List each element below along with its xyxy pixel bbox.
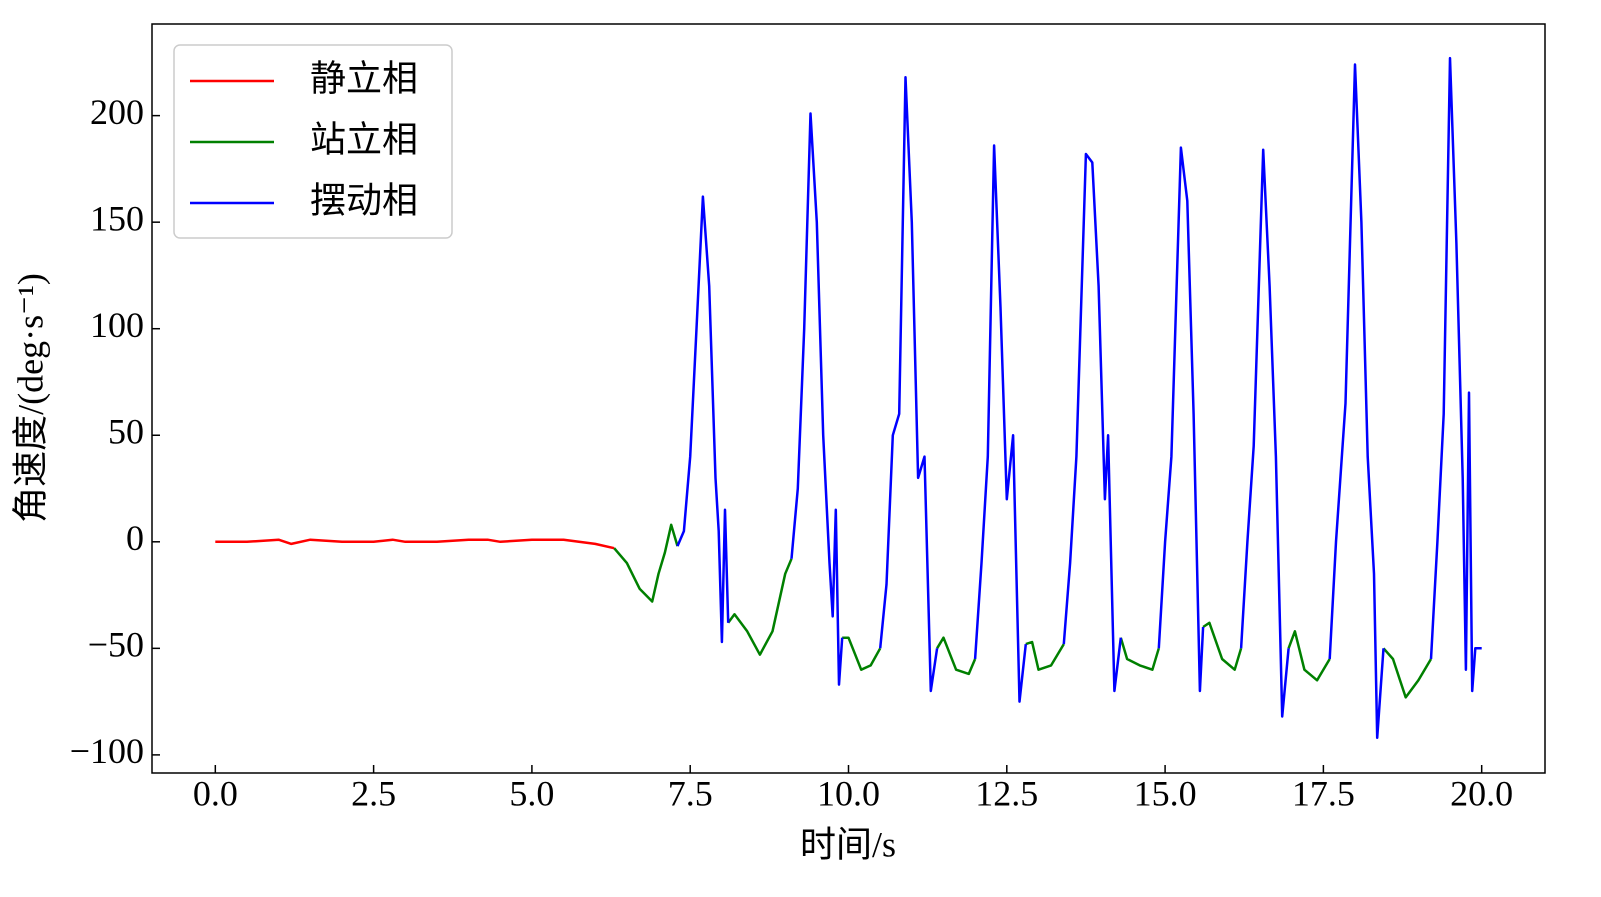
x-tick-label: 0.0 xyxy=(193,773,238,813)
plot-frame xyxy=(151,23,1546,774)
series-line xyxy=(676,56,1482,740)
x-tick-label: 17.5 xyxy=(1292,773,1355,813)
y-tick-label: 50 xyxy=(108,412,144,452)
y-axis-label: 角速度/(deg·s⁻¹) xyxy=(10,273,50,523)
legend-label: 摆动相 xyxy=(310,180,418,221)
y-tick-label: 100 xyxy=(90,305,144,345)
x-tick-label: 5.0 xyxy=(509,773,554,813)
x-tick-label: 10.0 xyxy=(817,773,880,813)
x-tick-label: 2.5 xyxy=(351,773,396,813)
x-tick-label: 7.5 xyxy=(668,773,713,813)
legend-label: 站立相 xyxy=(310,119,418,160)
legend-box xyxy=(173,44,453,239)
y-tick-label: 0 xyxy=(126,518,144,558)
y-tick-label: 150 xyxy=(90,198,144,238)
x-axis-label: 时间/s xyxy=(800,824,896,864)
x-tick-label: 20.0 xyxy=(1450,773,1513,813)
series-line xyxy=(215,538,615,550)
x-tick-label: 12.5 xyxy=(975,773,1038,813)
y-tick-label: −100 xyxy=(70,731,144,771)
y-tick-label: −50 xyxy=(88,625,144,665)
legend-label: 静立相 xyxy=(310,58,418,99)
y-tick-label: 200 xyxy=(90,92,144,132)
series-line xyxy=(613,523,1433,699)
x-tick-label: 15.0 xyxy=(1134,773,1197,813)
